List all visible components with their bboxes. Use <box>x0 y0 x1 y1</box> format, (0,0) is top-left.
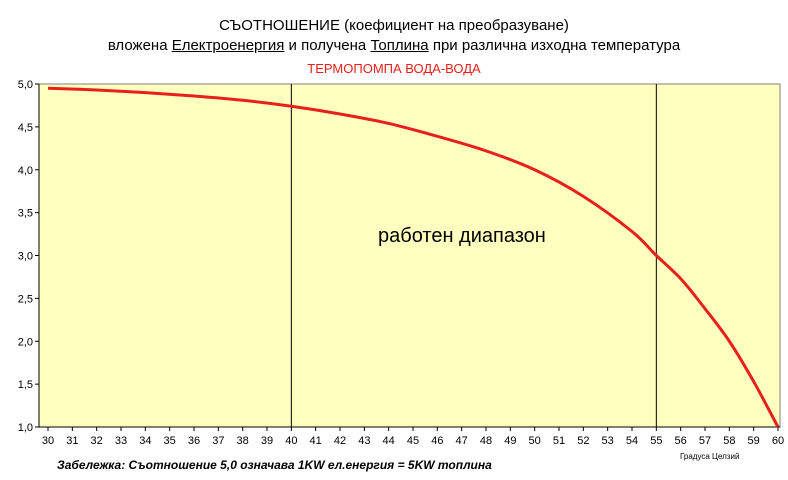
y-tick-label: 4,5 <box>18 122 33 134</box>
x-tick-label: 56 <box>675 435 687 447</box>
x-tick-label: 52 <box>577 435 589 447</box>
x-tick-label: 50 <box>529 435 541 447</box>
x-tick-label: 51 <box>553 435 565 447</box>
chart-title-line2: вложена Електроенергия и получена Топлин… <box>0 37 788 54</box>
x-tick-label: 40 <box>285 435 297 447</box>
title-part-electricity: Електроенергия <box>171 37 285 54</box>
x-tick-label: 58 <box>723 435 735 447</box>
x-tick-label: 47 <box>456 435 468 447</box>
x-tick-label: 43 <box>358 435 370 447</box>
x-tick-label: 36 <box>188 435 200 447</box>
x-tick-label: 60 <box>772 435 784 447</box>
y-tick-label: 1,5 <box>18 379 33 391</box>
x-tick-label: 46 <box>431 435 443 447</box>
y-tick-label: 5,0 <box>18 79 33 91</box>
chart-title: СЪОТНОШЕНИЕ (коефициент на преобразуване… <box>219 17 569 34</box>
x-tick-label: 31 <box>66 435 78 447</box>
operating-range-label: работен диапазон <box>378 225 546 247</box>
x-tick-label: 39 <box>261 435 273 447</box>
title-part: и получена <box>284 37 371 54</box>
y-tick-label: 4,0 <box>18 165 33 177</box>
x-tick-label: 33 <box>115 435 127 447</box>
x-tick-label: 35 <box>164 435 176 447</box>
x-tick-label: 49 <box>504 435 516 447</box>
plot-area <box>38 83 781 428</box>
x-tick-label: 59 <box>748 435 760 447</box>
x-tick-label: 32 <box>91 435 103 447</box>
y-tick-label: 3,5 <box>18 208 33 220</box>
x-tick-label: 37 <box>212 435 224 447</box>
x-tick-label: 42 <box>334 435 346 447</box>
x-tick-label: 45 <box>407 435 419 447</box>
title-part-heat: Топлина <box>370 37 429 54</box>
title-part: вложена <box>107 37 172 54</box>
footnote: Забележка: Съотношение 5,0 означава 1KW … <box>57 458 492 472</box>
x-tick-label: 34 <box>139 435 151 447</box>
x-tick-label: 30 <box>42 435 54 447</box>
x-tick-label: 44 <box>383 435 395 447</box>
x-tick-label: 38 <box>237 435 249 447</box>
y-tick-label: 2,5 <box>18 293 33 305</box>
y-tick-label: 1,0 <box>18 422 33 434</box>
y-tick-label: 3,0 <box>18 251 33 263</box>
x-tick-label: 55 <box>650 435 662 447</box>
series-line <box>47 86 780 428</box>
title-part: при различна изходна температура <box>428 37 681 54</box>
x-axis-unit-label: Градуса Целзий <box>680 452 740 461</box>
x-tick-label: 41 <box>310 435 322 447</box>
y-tick-label: 2,0 <box>18 336 33 348</box>
x-tick-label: 53 <box>602 435 614 447</box>
x-tick-label: 57 <box>699 435 711 447</box>
x-tick-label: 48 <box>480 435 492 447</box>
chart-subtitle: ТЕРМОПОМПА ВОДА-ВОДА <box>307 61 481 76</box>
x-tick-label: 54 <box>626 435 638 447</box>
